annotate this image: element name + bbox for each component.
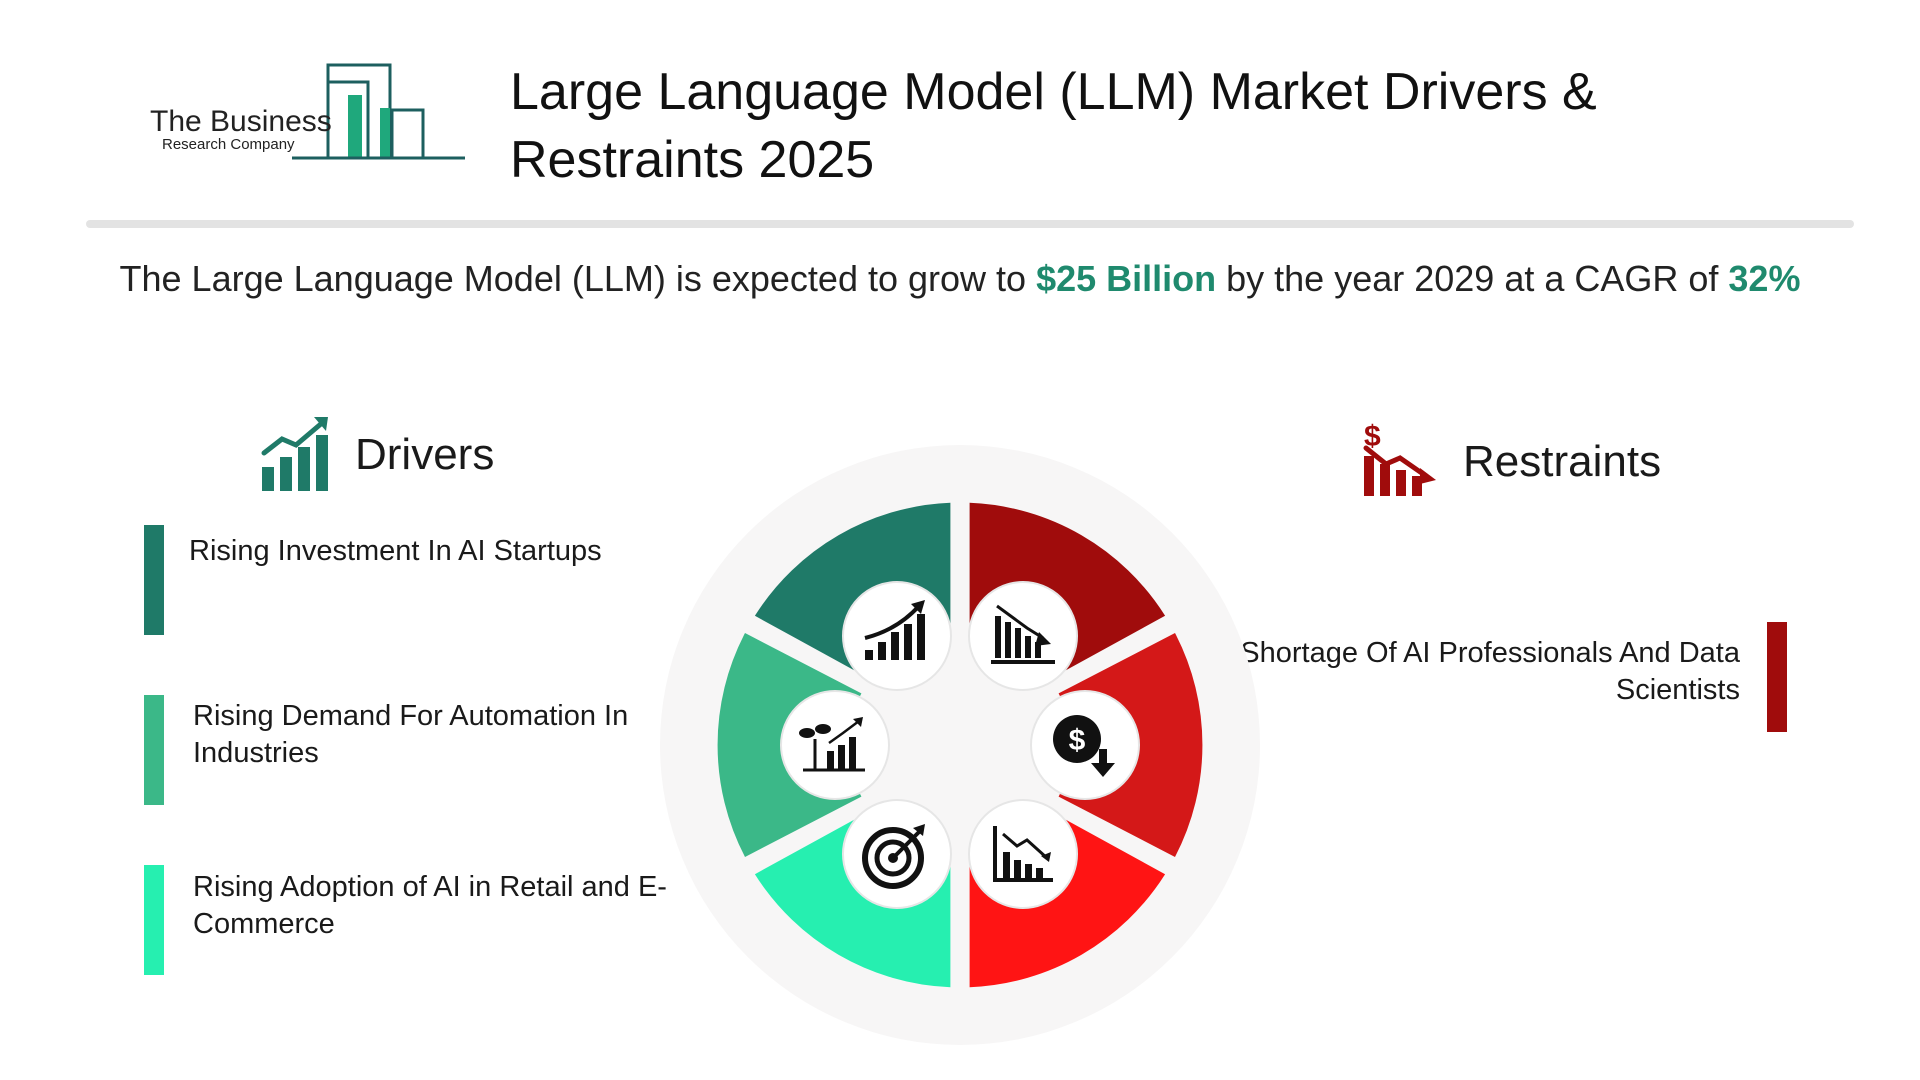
driver-2-text: Rising Demand For Automation In Industri… xyxy=(193,700,629,769)
page-title-line2: Restraints 2025 xyxy=(510,131,875,189)
header-divider xyxy=(86,220,1854,228)
summary-text-2: by the year 2029 at a CAGR of xyxy=(1216,258,1729,299)
svg-text:$: $ xyxy=(1069,724,1086,757)
driver-3-text: Rising Adoption of AI in Retail and E-Co… xyxy=(193,871,667,940)
restraint-1-bar xyxy=(1767,622,1787,732)
declining-dollar-chart-icon: $ xyxy=(1360,418,1438,503)
driver-1-text: Rising Investment In AI Startups xyxy=(189,535,602,567)
driver-1-bar xyxy=(144,525,164,635)
restraint-1-text: Shortage Of AI Professionals And Data Sc… xyxy=(1240,637,1740,706)
logo-text-line2: Research Company xyxy=(162,136,295,153)
drivers-title: Drivers xyxy=(355,430,495,479)
summary-text-1: The Large Language Model (LLM) is expect… xyxy=(119,258,1037,299)
logo-text-line1: The Business xyxy=(150,105,332,138)
target-icon xyxy=(842,799,952,909)
plant-growth-chart-icon xyxy=(780,690,890,800)
driver-2-bar xyxy=(144,695,164,805)
page-title: Large Language Model (LLM) Market Driver… xyxy=(510,58,1810,194)
market-summary: The Large Language Model (LLM) is expect… xyxy=(0,258,1920,300)
company-logo: The Business Research Company xyxy=(140,60,480,170)
page-title-line1: Large Language Model (LLM) Market Driver… xyxy=(510,63,1597,121)
dollar-down-icon: $ xyxy=(1030,690,1140,800)
logo-buildings-icon xyxy=(292,63,465,160)
falling-chart-icon xyxy=(968,799,1078,909)
restraints-title: Restraints xyxy=(1463,437,1662,486)
market-value: $25 Billion xyxy=(1036,258,1217,299)
driver-3-bar xyxy=(144,865,164,975)
svg-text:$: $ xyxy=(1364,420,1381,453)
wheel-center xyxy=(860,645,1060,845)
growth-bar-chart-icon xyxy=(260,415,332,498)
cagr-value: 32% xyxy=(1728,258,1801,299)
drivers-restraints-wheel: $ xyxy=(660,445,1260,1050)
growth-chart-icon xyxy=(842,581,952,691)
declining-bar-chart-icon xyxy=(968,581,1078,691)
